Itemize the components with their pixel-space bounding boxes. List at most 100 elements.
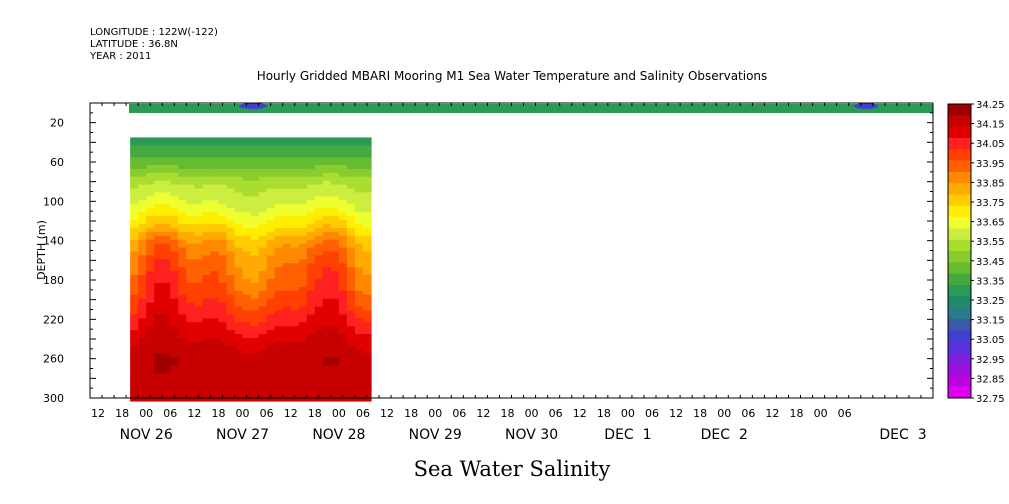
salinity-cell <box>258 243 268 249</box>
salinity-cell <box>346 196 356 201</box>
salinity-cell <box>354 341 364 347</box>
salinity-cell <box>298 239 308 245</box>
salinity-cell <box>322 334 332 339</box>
salinity-cell <box>290 259 300 264</box>
y-axis-label: DEPTH (m) <box>35 220 48 280</box>
salinity-cell <box>162 279 171 284</box>
salinity-cell <box>306 267 316 272</box>
salinity-cell <box>138 141 147 146</box>
salinity-cell <box>194 345 203 351</box>
salinity-cell <box>338 341 348 347</box>
salinity-cell <box>290 176 300 182</box>
salinity-cell <box>154 365 163 371</box>
salinity-cell <box>290 389 300 394</box>
salinity-cell <box>130 353 139 359</box>
salinity-cell <box>258 389 268 394</box>
salinity-cell <box>202 164 212 170</box>
salinity-cell <box>234 397 244 402</box>
salinity-cell <box>282 389 292 394</box>
salinity-cell <box>242 145 252 150</box>
salinity-cell <box>162 263 171 268</box>
salinity-cell <box>258 161 268 166</box>
salinity-cell <box>178 393 187 398</box>
salinity-cell <box>266 204 276 209</box>
salinity-cell <box>162 318 171 323</box>
salinity-cell <box>202 373 212 378</box>
salinity-cell <box>322 306 332 312</box>
salinity-cell <box>138 271 147 276</box>
salinity-cell <box>138 243 147 249</box>
salinity-cell <box>130 235 139 241</box>
salinity-cell <box>298 164 308 170</box>
salinity-cell <box>250 251 260 257</box>
y-tick-label: 140 <box>43 235 64 248</box>
salinity-cell <box>282 385 292 390</box>
salinity-cell <box>266 223 276 229</box>
salinity-cell <box>154 247 163 253</box>
salinity-cell <box>290 204 300 209</box>
salinity-cell <box>178 365 187 371</box>
salinity-cell <box>258 267 268 272</box>
salinity-cell <box>298 373 308 378</box>
salinity-cell <box>362 310 372 316</box>
salinity-cell <box>186 361 195 367</box>
salinity-cell <box>210 231 220 237</box>
salinity-cell <box>330 208 340 213</box>
colorbar-swatch <box>948 115 971 128</box>
salinity-cell <box>346 373 356 378</box>
salinity-cell <box>290 322 300 327</box>
salinity-cell <box>306 157 316 162</box>
salinity-cell <box>258 330 268 335</box>
salinity-cell <box>314 263 324 268</box>
salinity-cell <box>306 298 316 304</box>
salinity-cell <box>234 251 244 257</box>
salinity-cell <box>242 330 252 335</box>
x-hour-tick-label: 06 <box>260 407 274 420</box>
salinity-cell <box>186 239 195 245</box>
salinity-cell <box>186 310 195 316</box>
salinity-cell <box>298 338 308 343</box>
salinity-cell <box>362 168 372 174</box>
salinity-cell <box>322 227 332 233</box>
salinity-cell <box>154 318 163 323</box>
salinity-cell <box>130 145 139 150</box>
salinity-cell <box>346 314 356 319</box>
salinity-cell <box>130 176 139 182</box>
salinity-cell <box>234 334 244 339</box>
salinity-cell <box>138 294 147 300</box>
salinity-cell <box>154 157 163 162</box>
salinity-cell <box>138 196 147 201</box>
salinity-cell <box>290 239 300 245</box>
salinity-cell <box>354 357 364 363</box>
salinity-cell <box>258 184 268 190</box>
salinity-cell <box>138 184 147 190</box>
colorbar-swatch <box>948 126 971 139</box>
salinity-cell <box>306 361 316 367</box>
salinity-cell <box>290 290 300 296</box>
salinity-cell <box>282 184 292 190</box>
salinity-cell <box>266 310 276 316</box>
salinity-cell <box>330 168 340 174</box>
x-hour-tick-label: 06 <box>549 407 563 420</box>
salinity-cell <box>250 361 260 367</box>
salinity-cell <box>250 326 260 331</box>
salinity-cell <box>146 373 155 378</box>
salinity-cell <box>250 137 260 142</box>
salinity-cell <box>162 334 171 339</box>
salinity-cell <box>298 290 308 296</box>
salinity-cell <box>266 176 276 182</box>
salinity-cell <box>338 216 348 221</box>
salinity-cell <box>290 334 300 339</box>
salinity-cell <box>250 208 260 213</box>
salinity-cell <box>250 377 260 382</box>
salinity-cell <box>298 279 308 284</box>
salinity-cell <box>186 212 195 217</box>
salinity-cell <box>250 145 260 150</box>
salinity-cell <box>330 353 340 359</box>
colorbar-swatch <box>948 104 971 116</box>
salinity-cell <box>218 259 228 264</box>
salinity-cell <box>306 322 316 327</box>
salinity-cell <box>338 334 348 339</box>
salinity-cell <box>290 326 300 331</box>
salinity-cell <box>138 397 147 402</box>
